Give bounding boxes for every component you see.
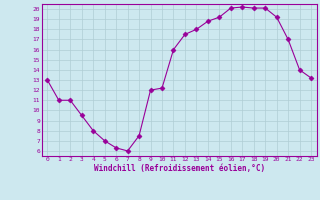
X-axis label: Windchill (Refroidissement éolien,°C): Windchill (Refroidissement éolien,°C) <box>94 164 265 173</box>
